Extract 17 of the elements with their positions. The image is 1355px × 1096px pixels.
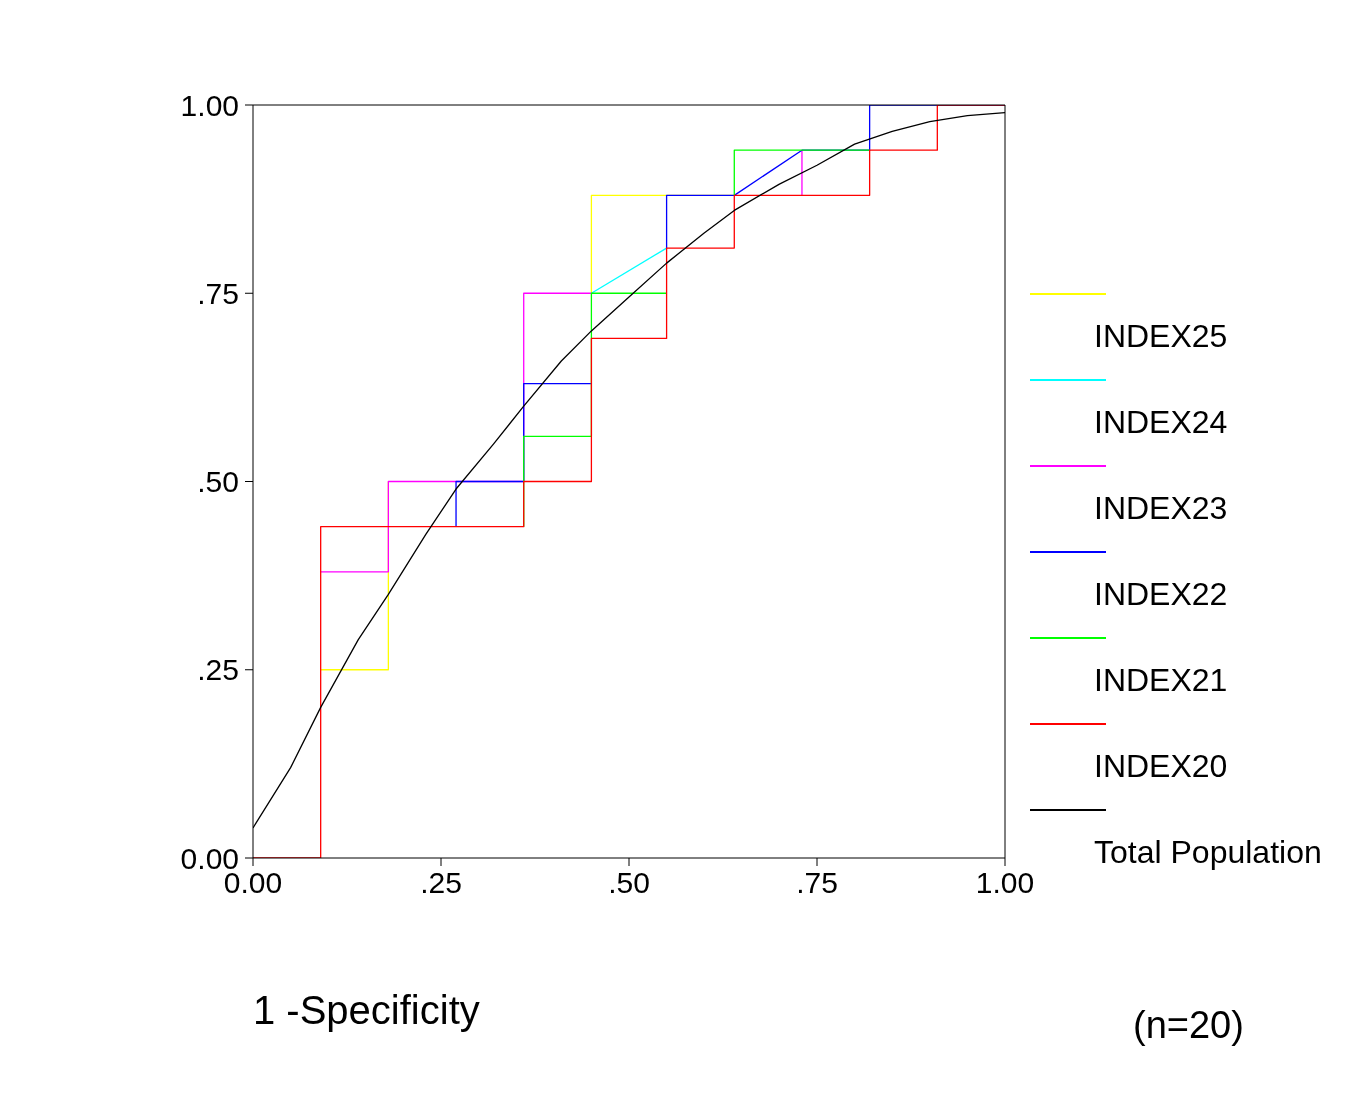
legend-label: INDEX20 xyxy=(1094,748,1228,785)
x-tick-label: .50 xyxy=(608,866,650,900)
x-axis-title: 1 -Specificity xyxy=(253,988,480,1033)
y-tick-label: 1.00 xyxy=(180,88,239,122)
legend-label: INDEX21 xyxy=(1094,662,1228,699)
legend-label: INDEX25 xyxy=(1094,318,1228,355)
y-tick-label: .50 xyxy=(197,465,239,499)
legend-label: INDEX23 xyxy=(1094,490,1228,527)
x-tick-label: .75 xyxy=(796,866,838,900)
text: (n=20) xyxy=(1133,1004,1244,1047)
x-tick-label: 1.00 xyxy=(975,866,1035,900)
legend-label: Total Population xyxy=(1094,834,1322,871)
legend-label: INDEX24 xyxy=(1094,404,1228,441)
x-tick-label: .25 xyxy=(420,866,462,900)
y-tick-label: .75 xyxy=(197,276,239,310)
y-tick-label: .25 xyxy=(197,653,239,687)
legend-label: INDEX22 xyxy=(1094,576,1228,613)
